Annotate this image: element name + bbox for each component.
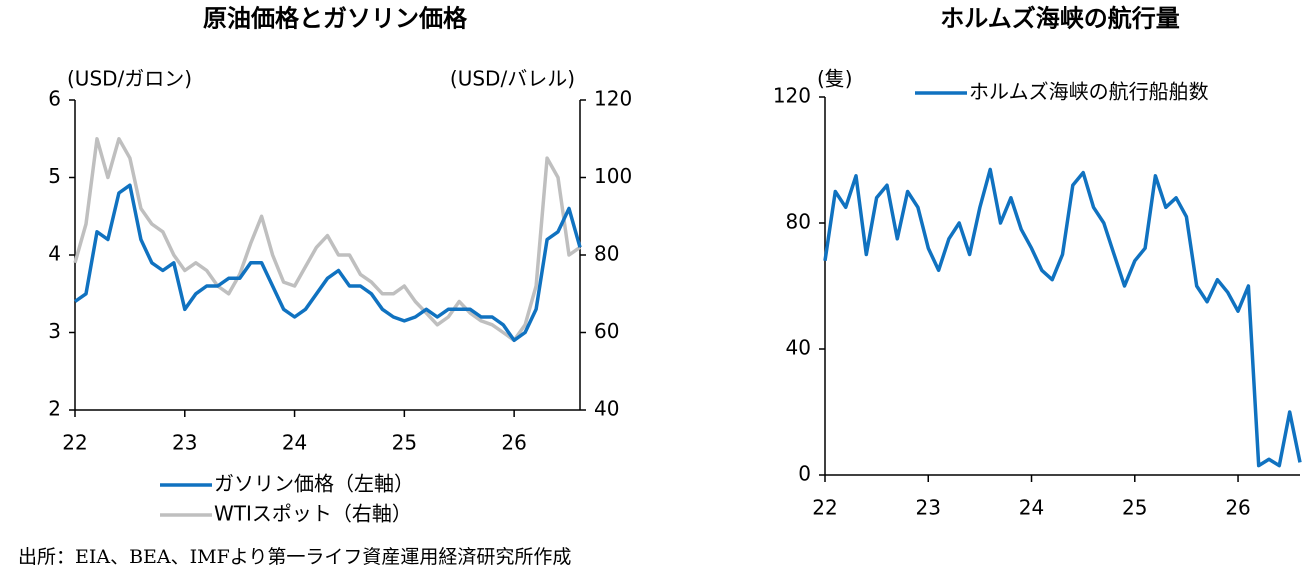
y-tick-label: 120 <box>773 84 811 108</box>
y-tick-label: 2 <box>48 397 61 421</box>
y2-tick-label: 40 <box>594 397 619 421</box>
y2-tick-label: 60 <box>594 319 619 343</box>
data-line <box>823 167 1302 468</box>
legend-label: ホルムズ海峡の航行船舶数 <box>969 80 1209 104</box>
legend-label: WTIスポット（右軸） <box>214 502 412 526</box>
x-tick-label: 24 <box>282 431 307 455</box>
y-axis-label: (USD/ガロン) <box>67 67 192 91</box>
y-axis-label: (隻) <box>817 67 853 91</box>
x-tick-label: 23 <box>172 431 197 455</box>
y-tick-label: 80 <box>786 210 811 234</box>
y-tick-label: 5 <box>48 164 61 188</box>
y-tick-label: 0 <box>798 462 811 486</box>
y2-tick-label: 80 <box>594 242 619 266</box>
y2-tick-label: 120 <box>594 87 632 111</box>
chart-title: 原油価格とガソリン価格 <box>203 4 468 33</box>
y-tick-label: 3 <box>48 319 61 343</box>
y2-axis-label: (USD/バレル) <box>450 67 575 91</box>
chart-title: ホルムズ海峡の航行量 <box>940 4 1180 33</box>
x-tick-label: 26 <box>501 431 526 455</box>
y-tick-label: 6 <box>48 87 61 111</box>
x-tick-label: 22 <box>62 431 87 455</box>
x-tick-label: 25 <box>392 431 417 455</box>
x-tick-label: 22 <box>812 496 837 520</box>
data-line <box>73 137 582 343</box>
x-tick-label: 23 <box>916 496 941 520</box>
y-tick-label: 40 <box>786 336 811 360</box>
x-tick-label: 26 <box>1225 496 1250 520</box>
x-tick-label: 24 <box>1019 496 1044 520</box>
data-line <box>73 183 582 343</box>
y-tick-label: 4 <box>48 242 61 266</box>
legend-label: ガソリン価格（左軸） <box>214 472 414 496</box>
x-tick-label: 25 <box>1122 496 1147 520</box>
source-note: 出所：EIA、BEA、IMFより第一ライフ資産運用経済研究所作成 <box>18 546 571 568</box>
y2-tick-label: 100 <box>594 164 632 188</box>
